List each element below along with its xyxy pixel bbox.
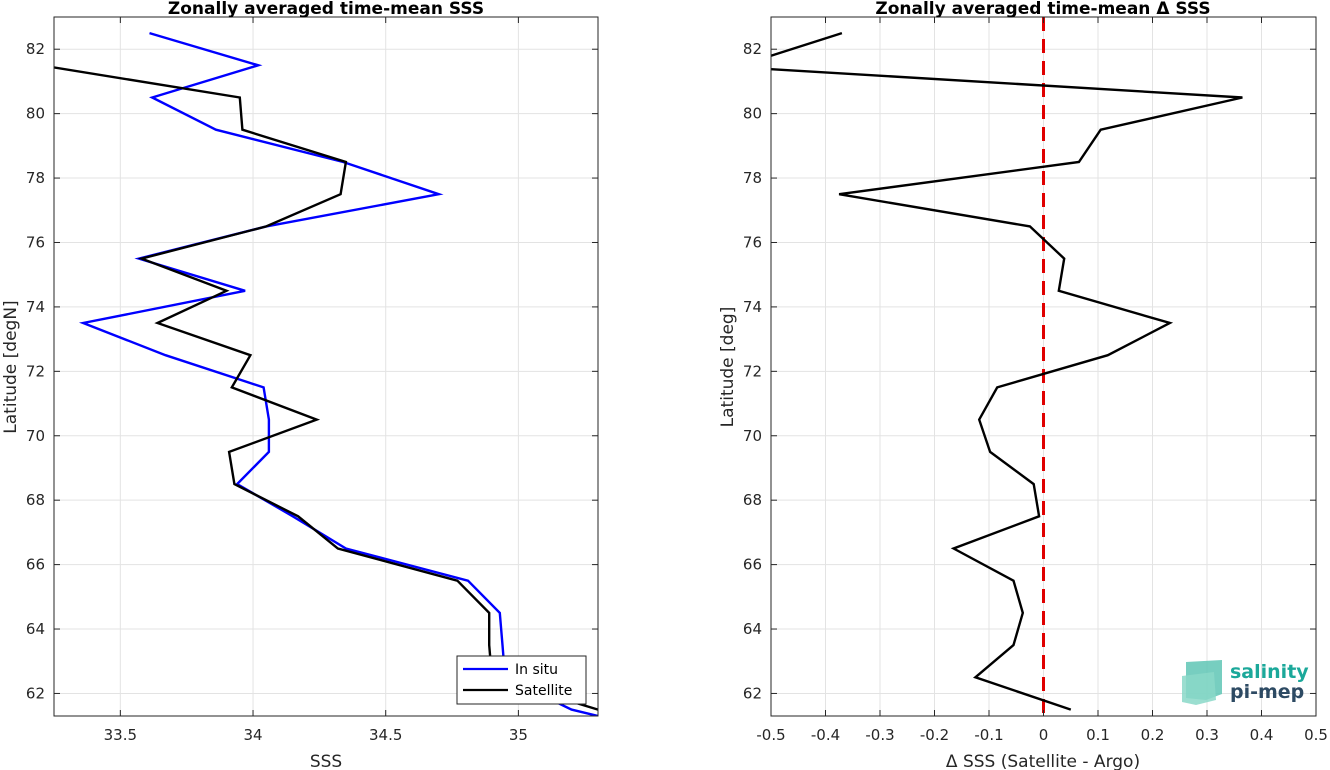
x-tick-label: 0.3 bbox=[1195, 726, 1219, 744]
y-tick-label: 62 bbox=[26, 684, 45, 702]
logo-text-pi-mep: pi-mep bbox=[1230, 681, 1304, 703]
y-tick-label: 76 bbox=[743, 233, 762, 251]
right-y-axis-label: Latitude [deg] bbox=[718, 307, 738, 428]
x-tick-label: 0.4 bbox=[1250, 726, 1274, 744]
right-chart: -0.5 -0.4 -0.3 -0.2 -0.1 0 0.1 0.2 0.3 0.4 0.5 626… bbox=[718, 0, 1328, 770]
salinity-pi-mep-logo: salinity pi-mep bbox=[1182, 660, 1309, 705]
y-tick-label: 82 bbox=[26, 40, 45, 58]
legend-label-satellite: Satellite bbox=[515, 683, 572, 699]
y-tick-label: 70 bbox=[743, 427, 762, 445]
left-plot-area bbox=[54, 17, 598, 716]
legend-box bbox=[456, 655, 587, 705]
legend: In situ Satellite bbox=[456, 655, 587, 705]
y-tick-label: 68 bbox=[26, 491, 45, 509]
logo-wave-icon-2 bbox=[1182, 672, 1216, 705]
y-tick-label: 80 bbox=[26, 105, 45, 123]
y-tick-label: 70 bbox=[26, 427, 45, 445]
x-tick-label: 0 bbox=[1039, 726, 1049, 744]
x-tick-label: -0.1 bbox=[974, 726, 1003, 744]
series-line-in-situ bbox=[78, 31, 598, 716]
y-tick-label: 62 bbox=[743, 684, 762, 702]
left-grid bbox=[54, 17, 598, 716]
x-tick-label: -0.2 bbox=[920, 726, 949, 744]
series-line-satellite bbox=[54, 66, 598, 711]
y-tick-label: 64 bbox=[26, 620, 45, 638]
x-tick-label: 35 bbox=[509, 726, 528, 744]
x-tick-label: -0.3 bbox=[865, 726, 894, 744]
left-y-axis-label: Latitude [degN] bbox=[1, 300, 21, 433]
x-tick-label: 33.5 bbox=[104, 726, 137, 744]
x-tick-label: -0.4 bbox=[811, 726, 840, 744]
left-chart-title: Zonally averaged time-mean SSS bbox=[168, 0, 484, 19]
left-y-ticks: 62 64 66 68 70 72 74 76 78 80 82 bbox=[26, 40, 598, 702]
x-tick-label: 0.5 bbox=[1304, 726, 1328, 744]
x-tick-label: 0.2 bbox=[1141, 726, 1165, 744]
series-line-delta-0 bbox=[771, 31, 1243, 711]
x-tick-label: -0.5 bbox=[756, 726, 785, 744]
y-tick-label: 72 bbox=[26, 362, 45, 380]
y-tick-label: 82 bbox=[743, 40, 762, 58]
legend-label-in-situ: In situ bbox=[515, 662, 558, 678]
right-series-lines bbox=[771, 17, 1243, 716]
right-x-ticks: -0.5 -0.4 -0.3 -0.2 -0.1 0 0.1 0.2 0.3 0.4 0.5 bbox=[756, 17, 1328, 744]
left-series-lines bbox=[54, 31, 598, 716]
left-x-axis-label: SSS bbox=[310, 752, 342, 770]
left-plot-frame bbox=[53, 16, 599, 717]
x-tick-label: 34.5 bbox=[369, 726, 402, 744]
x-tick-label: 34 bbox=[243, 726, 262, 744]
x-tick-label: 0.1 bbox=[1086, 726, 1110, 744]
right-y-ticks: 62 64 66 68 70 72 74 76 78 80 82 bbox=[743, 40, 1316, 702]
y-tick-label: 76 bbox=[26, 233, 45, 251]
y-tick-label: 74 bbox=[743, 298, 762, 316]
y-tick-label: 78 bbox=[26, 169, 45, 187]
left-chart: 33.5 34 34.5 35 62 64 66 68 70 72 74 76 78 80 82 Zona… bbox=[1, 0, 599, 770]
y-tick-label: 68 bbox=[743, 491, 762, 509]
right-chart-title: Zonally averaged time-mean Δ SSS bbox=[875, 0, 1210, 19]
y-tick-label: 80 bbox=[743, 105, 762, 123]
y-tick-label: 64 bbox=[743, 620, 762, 638]
logo-text-salinity: salinity bbox=[1230, 661, 1309, 683]
left-x-ticks: 33.5 34 34.5 35 bbox=[104, 17, 528, 744]
right-x-axis-label: Δ SSS (Satellite - Argo) bbox=[946, 752, 1140, 770]
y-tick-label: 78 bbox=[743, 169, 762, 187]
y-tick-label: 66 bbox=[743, 556, 762, 574]
y-tick-label: 72 bbox=[743, 362, 762, 380]
y-tick-label: 74 bbox=[26, 298, 45, 316]
y-tick-label: 66 bbox=[26, 556, 45, 574]
